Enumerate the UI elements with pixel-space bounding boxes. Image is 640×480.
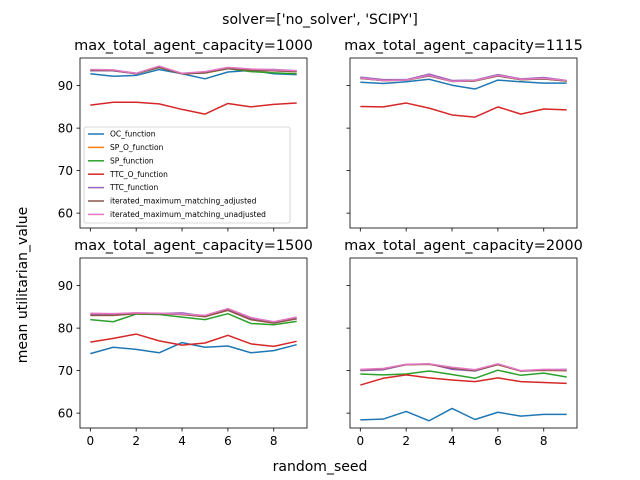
x-tick-label: 6 — [494, 434, 502, 448]
series-line-iterated-maximum-matching-adjusted — [90, 309, 297, 324]
series-line-OC-function — [360, 407, 567, 422]
axes-frame — [79, 257, 308, 429]
legend-entry: TTC_function — [109, 183, 158, 192]
series-line-TTC-O-function — [360, 102, 567, 118]
y-tick-label: 80 — [58, 321, 73, 335]
series-line-TTC-O-function — [90, 101, 297, 115]
x-tick-label: 4 — [448, 434, 456, 448]
series-line-iterated-maximum-matching-unadjusted — [90, 307, 297, 323]
x-tick-label: 0 — [356, 434, 364, 448]
panel-title: max_total_agent_capacity=1000 — [74, 38, 313, 54]
panel-title: max_total_agent_capacity=1500 — [74, 238, 313, 254]
x-tick-label: 6 — [224, 434, 232, 448]
y-tick-label: 90 — [58, 279, 73, 293]
x-tick-label: 0 — [86, 434, 94, 448]
y-axis-label: mean utilitarian_value — [15, 207, 31, 364]
legend-entry: iterated_maximum_matching_unadjusted — [110, 210, 266, 219]
panel-3: max_total_agent_capacity=1500 0 2 4 6 8 60 70 80… — [58, 238, 313, 448]
x-tick-label: 2 — [402, 434, 410, 448]
legend-entry: OC_function — [110, 130, 156, 139]
panel-4: max_total_agent_capacity=2000 0 2 4 6 8 — [344, 238, 583, 448]
x-tick-label: 4 — [178, 434, 186, 448]
y-tick-label: 90 — [58, 79, 73, 93]
x-tick-label: 8 — [270, 434, 278, 448]
y-tick-label: 70 — [58, 364, 73, 378]
series-line-iterated-maximum-matching-unadjusted — [360, 363, 567, 372]
series-line-SP-function — [90, 312, 297, 326]
x-tick-label: 2 — [132, 434, 140, 448]
legend-entry: SP_function — [110, 156, 154, 165]
legend-entry: SP_O_function — [110, 143, 164, 152]
legend-box — [83, 126, 291, 224]
legend-entry: TTC_O_function — [109, 170, 168, 179]
panels: max_total_agent_capacity=100060708090max… — [58, 38, 583, 448]
series-line-OC-function — [360, 78, 567, 90]
series-line-iterated-maximum-matching-unadjusted — [360, 74, 567, 83]
series-line-TTC-O-function — [360, 374, 567, 386]
panel-2: max_total_agent_capacity=1115 — [344, 38, 583, 232]
y-tick-label: 70 — [58, 164, 73, 178]
y-tick-label: 60 — [58, 406, 73, 420]
panel-1: max_total_agent_capacity=1000 60 70 80 90 — [58, 38, 313, 232]
legend: OC_function SP_O_function SP_function TTC_O… — [83, 126, 291, 224]
axes-frame — [349, 257, 578, 429]
panel-title: max_total_agent_capacity=1115 — [344, 38, 583, 54]
series-line-TTC-O-function — [90, 333, 297, 348]
axes-frame — [349, 57, 578, 229]
legend-entry: iterated_maximum_matching_adjusted — [110, 197, 257, 206]
series-line-iterated-maximum-matching-unadjusted — [90, 65, 297, 75]
panel-title: max_total_agent_capacity=2000 — [344, 238, 583, 254]
x-axis-label: random_seed — [273, 459, 368, 475]
series-line-SP-function — [360, 369, 567, 380]
y-tick-label: 80 — [58, 121, 73, 135]
axes-frame — [79, 57, 308, 229]
x-tick-label: 8 — [540, 434, 548, 448]
series-line-OC-function — [90, 341, 297, 355]
figure-suptitle: solver=['no_solver', 'SCIPY'] — [222, 12, 418, 28]
y-tick-label: 60 — [58, 206, 73, 220]
